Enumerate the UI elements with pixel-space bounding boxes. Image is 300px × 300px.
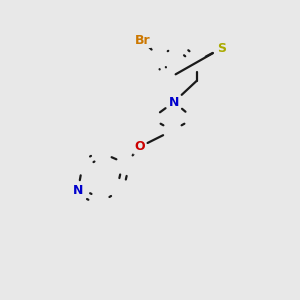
- Text: S: S: [218, 41, 226, 55]
- Text: Br: Br: [135, 34, 150, 47]
- Text: N: N: [73, 184, 83, 197]
- Text: O: O: [134, 140, 145, 154]
- Text: N: N: [169, 95, 179, 109]
